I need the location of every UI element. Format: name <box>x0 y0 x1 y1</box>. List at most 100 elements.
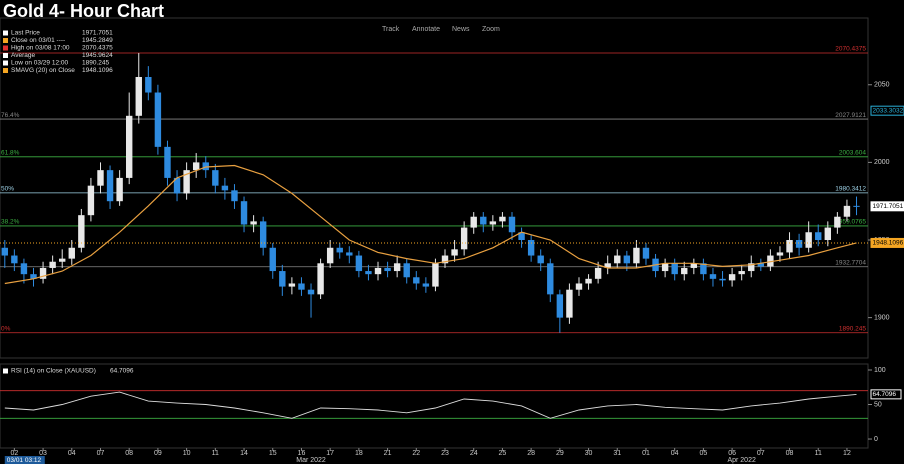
candle-body <box>671 263 678 275</box>
candle-body <box>853 205 860 207</box>
candle-body <box>365 271 372 275</box>
candle-body <box>566 289 573 318</box>
legend-label: Average <box>11 52 35 59</box>
candle-body <box>154 92 162 147</box>
candle-body <box>346 252 353 256</box>
x-tick-label: 05 <box>699 450 707 457</box>
legend-value: 1945.2849 <box>82 37 113 44</box>
candle-body <box>1 247 8 256</box>
candle-body <box>202 162 209 171</box>
level-label: 76.4% <box>1 112 20 119</box>
candle-body <box>633 247 640 264</box>
legend-label: Last Price <box>11 30 40 37</box>
candle-body <box>451 249 458 256</box>
candle-body <box>460 227 468 250</box>
price-tag <box>870 105 904 116</box>
price-tag <box>870 237 904 248</box>
toolbar-button[interactable]: Annotate <box>412 26 440 33</box>
x-tick-label: 16 <box>298 450 306 457</box>
x-tick-label: 25 <box>499 450 507 457</box>
rsi-tag-label: 64.7096 <box>873 391 897 398</box>
candle-body <box>49 261 56 268</box>
x-tick-label: 21 <box>384 450 392 457</box>
candle-body <box>145 76 152 93</box>
candle-body <box>240 201 248 225</box>
candle-body <box>661 263 669 272</box>
candle-body <box>604 263 611 268</box>
candle-body <box>547 263 554 295</box>
x-tick-label: 24 <box>470 450 478 457</box>
legend-value: 1948.1096 <box>82 67 113 74</box>
candle-body <box>87 185 95 216</box>
rsi-frame <box>0 363 869 449</box>
x-tick-label: 31 <box>613 450 621 457</box>
candle-body <box>106 170 114 202</box>
legend-swatch <box>3 30 8 36</box>
rsi-y-tick-label: 50 <box>874 401 882 408</box>
legend-swatch <box>3 53 8 58</box>
candle-body <box>480 216 487 225</box>
candle-body <box>393 263 401 272</box>
candle-body <box>575 283 583 290</box>
candle-body <box>623 255 631 264</box>
main-frame <box>0 17 869 359</box>
candle-body <box>719 278 726 281</box>
x-tick-label: 04 <box>68 450 76 457</box>
toolbar-button[interactable]: Track <box>382 26 400 33</box>
candle-body <box>374 267 382 275</box>
candle-body <box>748 263 755 272</box>
candle-body <box>221 185 229 191</box>
chart-title: Gold 4- Hour Chart <box>3 1 164 21</box>
price-tag-label: 2033.3032 <box>873 107 904 114</box>
level-value: 2070.4375 <box>835 46 866 53</box>
candle-body <box>594 267 602 279</box>
level-label: 38.2% <box>1 219 20 226</box>
candle-body <box>843 205 851 217</box>
candle-body <box>527 240 535 256</box>
candle-body <box>470 216 477 228</box>
candle-body <box>834 216 841 228</box>
x-tick-label: 18 <box>355 450 363 457</box>
candle-body <box>537 255 544 264</box>
candle-body <box>403 263 410 278</box>
x-tick-label: 08 <box>786 450 794 457</box>
toolbar-button[interactable]: Zoom <box>482 26 500 33</box>
x-tick-label: 30 <box>585 450 593 457</box>
toolbar-button[interactable]: News <box>452 26 470 33</box>
candle-body <box>231 190 238 202</box>
legend-value: 1945.9624 <box>82 52 113 59</box>
candle-body <box>499 216 506 222</box>
legend-value: 2070.4375 <box>82 45 113 52</box>
y-tick-label: 2000 <box>874 159 890 166</box>
level-value: 1959.0765 <box>835 219 866 226</box>
rsi-swatch <box>3 368 8 374</box>
candle-body <box>700 263 707 275</box>
level-value: 2027.9121 <box>835 112 866 119</box>
candle-body <box>767 255 774 267</box>
candle-body <box>585 278 592 284</box>
candle-body <box>317 263 324 295</box>
candle-body <box>805 232 812 248</box>
x-tick-label: 22 <box>412 450 420 457</box>
x-tick-label: 15 <box>269 450 277 457</box>
x-tick-label: 11 <box>815 450 822 457</box>
candle-body <box>11 255 18 264</box>
x-tick-label: 06 <box>728 450 736 457</box>
candle-body <box>20 263 28 275</box>
candle-body <box>173 177 181 194</box>
x-tick-label: 04 <box>671 450 679 457</box>
level-value: 1890.245 <box>839 325 866 332</box>
price-tag-label: 1971.7051 <box>873 203 904 210</box>
candle-body <box>690 263 698 268</box>
candle-body <box>776 252 784 256</box>
legend-label: High on 03/08 17:00 <box>11 45 70 52</box>
candle-body <box>815 232 822 241</box>
candle-body <box>422 283 430 287</box>
rsi-y-tick-label: 100 <box>874 367 886 374</box>
candle-body <box>288 283 296 287</box>
rsi-legend: RSI (14) on Close (XAUUSD) <box>11 368 96 375</box>
x-tick-label: 02 <box>10 450 18 457</box>
month-label: Apr 2022 <box>727 457 756 464</box>
